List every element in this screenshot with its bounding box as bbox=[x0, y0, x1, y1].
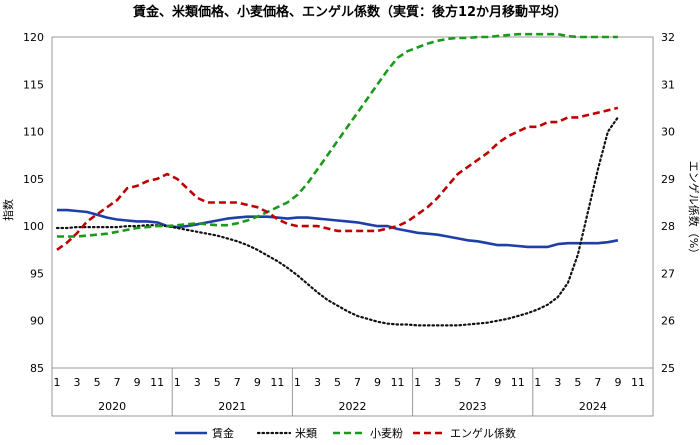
x-month-tick-label: 1 bbox=[414, 376, 421, 389]
x-month-tick-label: 11 bbox=[631, 376, 645, 389]
legend: 賃金 米類 小麦粉 エンゲル係数 bbox=[175, 426, 516, 440]
x-month-tick-label: 5 bbox=[94, 376, 101, 389]
x-month-tick-label: 7 bbox=[354, 376, 361, 389]
x-month-tick-label: 9 bbox=[374, 376, 381, 389]
y-right-tick-label: 26 bbox=[661, 315, 675, 328]
series-line-1 bbox=[57, 208, 619, 249]
y-right-tick-label: 29 bbox=[661, 173, 675, 186]
x-month-tick-label: 1 bbox=[174, 376, 181, 389]
x-month-tick-label: 3 bbox=[74, 376, 81, 389]
x-month-tick-label: 11 bbox=[150, 376, 164, 389]
x-month-tick-label: 7 bbox=[114, 376, 121, 389]
legend-label: 米類 bbox=[295, 427, 317, 440]
x-month-tick-label: 9 bbox=[614, 376, 621, 389]
x-month-tick-label: 9 bbox=[134, 376, 141, 389]
x-month-tick-label: 11 bbox=[270, 376, 284, 389]
series-line-2 bbox=[55, 116, 620, 327]
series-layer bbox=[55, 32, 620, 327]
x-month-tick-label: 9 bbox=[494, 376, 501, 389]
y-right-tick-label: 32 bbox=[661, 31, 675, 44]
x-month-tick-label: 5 bbox=[574, 376, 581, 389]
x-month-tick-label: 5 bbox=[454, 376, 461, 389]
x-month-tick-label: 5 bbox=[214, 376, 221, 389]
x-month-tick-label: 7 bbox=[474, 376, 481, 389]
x-month-tick-label: 3 bbox=[434, 376, 441, 389]
y-axis-right-label: エンゲル係数（%） bbox=[687, 161, 700, 259]
x-year-label: 2020 bbox=[98, 400, 126, 413]
series-line-3 bbox=[57, 32, 618, 238]
series-line-4 bbox=[56, 106, 619, 251]
x-month-tick-label: 7 bbox=[234, 376, 241, 389]
legend-label: 賃金 bbox=[212, 426, 234, 440]
x-month-tick-label: 1 bbox=[294, 376, 301, 389]
y-left-tick-label: 120 bbox=[23, 31, 44, 44]
y-left-tick-label: 110 bbox=[23, 126, 44, 139]
x-year-label: 2022 bbox=[339, 400, 367, 413]
x-month-tick-label: 3 bbox=[554, 376, 561, 389]
x-year-label: 2023 bbox=[459, 400, 487, 413]
y-left-tick-label: 90 bbox=[30, 315, 44, 328]
y-left-tick-label: 95 bbox=[30, 267, 44, 280]
x-month-tick-label: 1 bbox=[54, 376, 61, 389]
x-month-tick-label: 1 bbox=[534, 376, 541, 389]
x-month-tick-label: 5 bbox=[334, 376, 341, 389]
chart-title: 賃金、米類価格、小麦価格、エンゲル係数（実質：後方12か月移動平均） bbox=[132, 4, 567, 20]
y-left-tick-label: 100 bbox=[23, 220, 44, 233]
x-month-tick-label: 3 bbox=[314, 376, 321, 389]
legend-label: エンゲル係数 bbox=[450, 427, 516, 440]
y-left-tick-label: 85 bbox=[30, 362, 44, 375]
y-right-tick-label: 25 bbox=[661, 362, 675, 375]
x-year-label: 2021 bbox=[218, 400, 246, 413]
plot-frame bbox=[51, 36, 654, 417]
y-right-tick-label: 27 bbox=[661, 267, 675, 280]
y-left-tick-label: 115 bbox=[23, 78, 44, 91]
y-right-tick-label: 28 bbox=[661, 220, 675, 233]
y-right-tick-label: 31 bbox=[661, 78, 675, 91]
x-month-tick-label: 7 bbox=[594, 376, 601, 389]
x-month-tick-label: 9 bbox=[254, 376, 261, 389]
x-month-tick-label: 11 bbox=[391, 376, 405, 389]
x-month-tick-label: 3 bbox=[194, 376, 201, 389]
y-right-tick-label: 30 bbox=[661, 126, 675, 139]
y-left-tick-label: 105 bbox=[23, 173, 44, 186]
x-month-tick-label: 11 bbox=[511, 376, 525, 389]
y-axis-left-label: 指数 bbox=[1, 199, 15, 221]
legend-label: 小麦粉 bbox=[370, 427, 403, 440]
x-year-label: 2024 bbox=[579, 400, 607, 413]
